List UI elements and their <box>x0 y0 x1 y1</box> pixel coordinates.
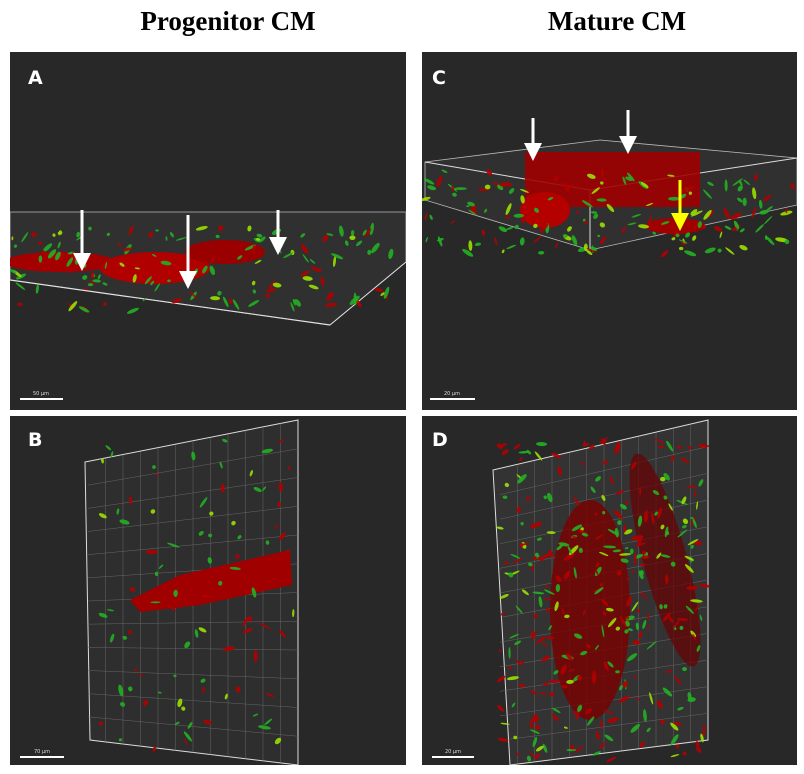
panel: 20 µm <box>422 416 797 765</box>
green-signal <box>668 197 680 201</box>
panel-label: A <box>28 67 43 89</box>
panel-label: C <box>432 67 446 89</box>
column-title: Progenitor CM <box>140 6 315 36</box>
panel-label: B <box>28 429 42 451</box>
green-signal <box>584 244 588 252</box>
page: {"header": {"columns": ["Progenitor CM",… <box>0 0 804 769</box>
panel: 70 µm <box>10 416 406 765</box>
scale-label: 20 µm <box>445 749 461 755</box>
scale-label: 50 µm <box>33 391 49 397</box>
figure: Progenitor CM Mature CM 50 µm A 20 µm C <box>0 0 804 769</box>
panel: 20 µm <box>420 52 797 410</box>
red-signal <box>520 192 570 228</box>
scale-label: 20 µm <box>444 391 460 397</box>
green-signal <box>349 235 355 240</box>
red-signal <box>254 650 258 662</box>
panel: 50 µm <box>5 52 406 410</box>
column-title: Mature CM <box>548 6 686 36</box>
red-signal <box>266 294 271 298</box>
green-signal <box>743 198 747 206</box>
scale-label: 70 µm <box>34 749 50 755</box>
green-signal <box>155 572 158 577</box>
panel-label: D <box>432 429 448 451</box>
green-signal <box>454 187 466 190</box>
green-signal <box>615 670 620 673</box>
